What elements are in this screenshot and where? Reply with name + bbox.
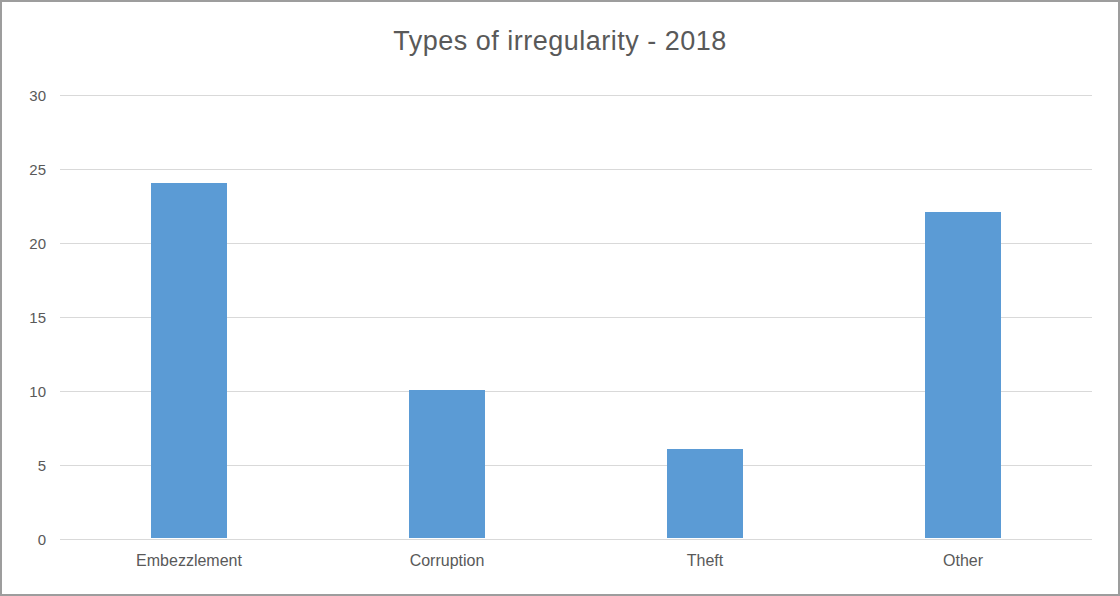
bar-chart: Types of irregularity - 2018 0 5 10 15 20 25 3…: [0, 0, 1120, 596]
bar-theft: [667, 449, 743, 538]
gridline-0: [60, 539, 1092, 540]
y-tick-label: 15: [2, 310, 46, 325]
y-tick-label: 5: [2, 458, 46, 473]
bar-corruption: [409, 390, 485, 538]
bar-embezzlement: [151, 183, 227, 538]
x-tick-label-corruption: Corruption: [410, 552, 485, 570]
gridline-30: [60, 95, 1092, 96]
plot-area: [60, 95, 1092, 539]
bar-other: [925, 212, 1001, 538]
y-tick-label: 20: [2, 236, 46, 251]
x-tick-label-theft: Theft: [687, 552, 723, 570]
x-tick-label-other: Other: [943, 552, 983, 570]
x-tick-label-embezzlement: Embezzlement: [136, 552, 242, 570]
y-tick-label: 10: [2, 384, 46, 399]
y-tick-label: 25: [2, 162, 46, 177]
y-tick-label: 30: [2, 88, 46, 103]
chart-title: Types of irregularity - 2018: [2, 26, 1118, 57]
gridline-25: [60, 169, 1092, 170]
y-tick-label: 0: [2, 532, 46, 547]
